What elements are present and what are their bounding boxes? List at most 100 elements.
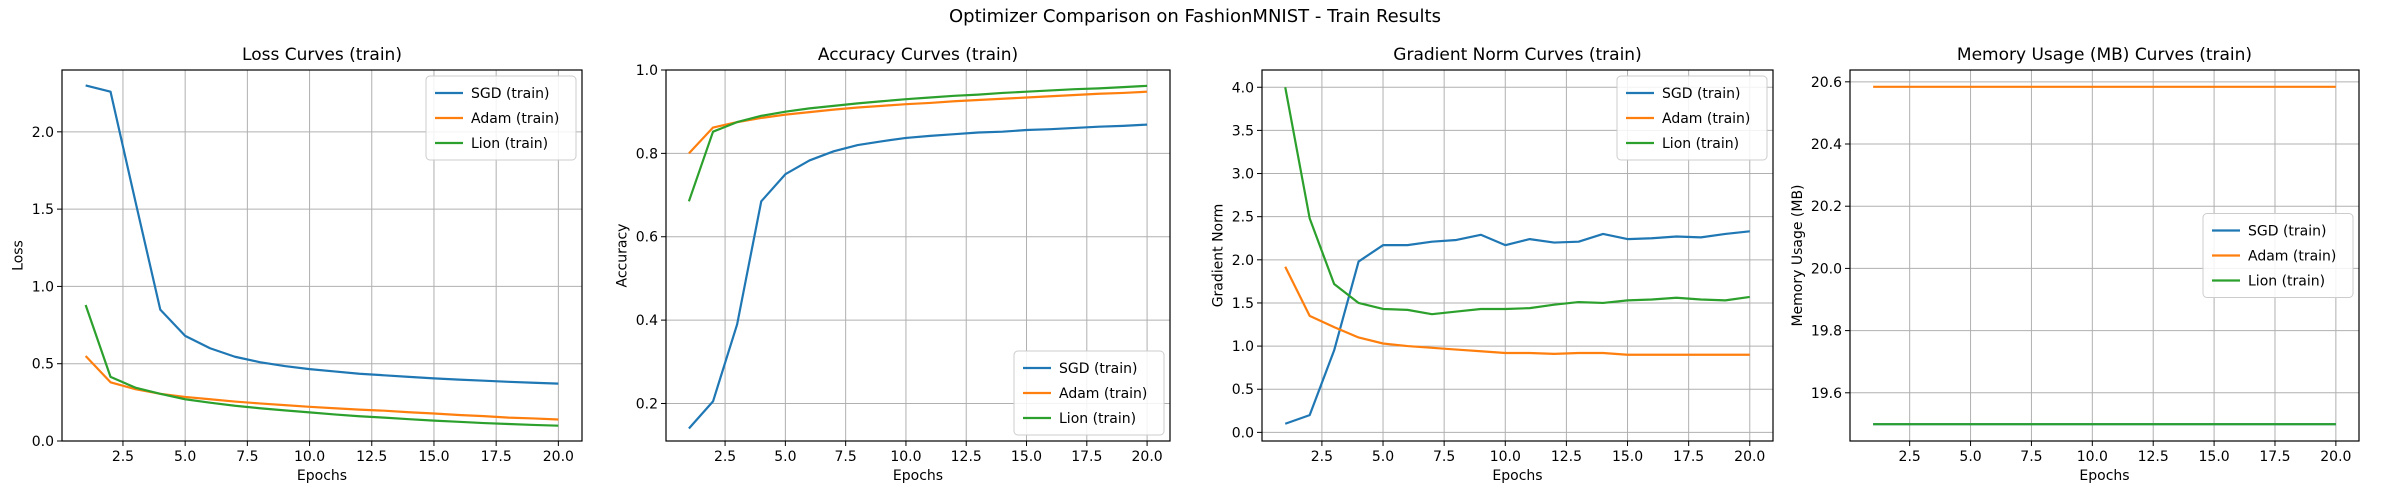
series-line-adam bbox=[1284, 266, 1750, 356]
series-line-sgd bbox=[85, 84, 559, 385]
x-axis-label: Epochs bbox=[893, 468, 943, 484]
x-tick-label: 10.0 bbox=[2077, 449, 2108, 465]
x-tick-label: 5.0 bbox=[774, 449, 796, 465]
legend: SGD (train) Adam (train) Lion (train) bbox=[1616, 75, 1768, 161]
chart-title: Loss Curves (train) bbox=[242, 45, 402, 65]
y-axis-label: Loss bbox=[11, 240, 27, 271]
y-tick-label: 0.8 bbox=[636, 146, 658, 162]
axes-frame bbox=[1261, 69, 1774, 442]
legend: SGD (train) Adam (train) Lion (train) bbox=[2202, 213, 2354, 298]
legend-box bbox=[425, 75, 577, 161]
x-tick-label: 12.5 bbox=[951, 449, 982, 465]
legend: SGD (train) Adam (train) Lion (train) bbox=[425, 75, 577, 161]
series-line-lion bbox=[1284, 87, 1750, 316]
legend-label: Lion (train) bbox=[2248, 274, 2325, 290]
legend-label: Adam (train) bbox=[1059, 386, 1147, 402]
legend-box bbox=[1616, 75, 1768, 161]
legend-label: Lion (train) bbox=[1662, 136, 1739, 152]
y-tick-label: 20.4 bbox=[1811, 137, 1842, 153]
series-line-lion bbox=[687, 84, 1148, 202]
x-tick-label: 15.0 bbox=[418, 449, 449, 465]
x-tick-label: 20.0 bbox=[1734, 449, 1765, 465]
legend-label: Adam (train) bbox=[2248, 249, 2336, 265]
legend-box bbox=[2202, 213, 2354, 298]
y-tick-label: 0.2 bbox=[636, 396, 658, 412]
axes-frame bbox=[1849, 69, 2360, 442]
y-tick-label: 0.5 bbox=[32, 357, 54, 373]
x-tick-label: 2.5 bbox=[714, 449, 736, 465]
y-tick-label: 1.0 bbox=[636, 63, 658, 79]
x-axis-label: Epochs bbox=[297, 468, 347, 484]
series-line-sgd bbox=[688, 123, 1148, 430]
x-tick-label: 17.5 bbox=[481, 449, 512, 465]
legend-label: SGD (train) bbox=[1662, 86, 1740, 102]
y-axis-label: Memory Usage (MB) bbox=[1790, 184, 1806, 326]
series-line-lion bbox=[84, 304, 559, 427]
x-tick-label: 5.0 bbox=[1959, 449, 1981, 465]
x-tick-label: 12.5 bbox=[356, 449, 387, 465]
x-tick-label: 7.5 bbox=[835, 449, 857, 465]
x-tick-label: 20.0 bbox=[1132, 449, 1163, 465]
legend-label: SGD (train) bbox=[2248, 224, 2326, 240]
y-tick-label: 1.0 bbox=[32, 279, 54, 295]
legend: SGD (train) Adam (train) Lion (train) bbox=[1013, 350, 1165, 436]
x-tick-label: 12.5 bbox=[1551, 449, 1582, 465]
series-line-sgd bbox=[1284, 230, 1750, 425]
chart-panel-4: 2.5 5.0 7.5 10.0 12.5 15.0 17.5 20.0 19.6 19.8 20.… bbox=[1790, 45, 2360, 484]
x-tick-label: 7.5 bbox=[236, 449, 258, 465]
y-tick-label: 0.5 bbox=[1232, 382, 1254, 398]
y-tick-label: 20.2 bbox=[1811, 199, 1842, 215]
legend-box bbox=[1013, 350, 1165, 436]
y-tick-label: 3.0 bbox=[1232, 167, 1254, 183]
axes-frame bbox=[665, 69, 1171, 442]
y-tick-label: 1.0 bbox=[1232, 339, 1254, 355]
x-axis-label: Epochs bbox=[2079, 468, 2129, 484]
y-tick-label: 1.5 bbox=[1232, 296, 1254, 312]
legend-label: Adam (train) bbox=[1662, 111, 1750, 127]
legend-label: SGD (train) bbox=[1059, 361, 1137, 377]
y-axis-label: Gradient Norm bbox=[1211, 204, 1227, 308]
x-tick-label: 20.0 bbox=[543, 449, 574, 465]
x-tick-label: 10.0 bbox=[1490, 449, 1521, 465]
x-tick-label: 15.0 bbox=[1612, 449, 1643, 465]
y-tick-label: 0.0 bbox=[32, 434, 54, 450]
chart-panel-2: 2.5 5.0 7.5 10.0 12.5 15.0 17.5 20.0 0.2 0.4 0.6 0.… bbox=[615, 45, 1171, 484]
chart-panel-3: 2.5 5.0 7.5 10.0 12.5 15.0 17.5 20.0 0.0 0.5 1.0 1.… bbox=[1211, 45, 1774, 484]
y-tick-label: 1.5 bbox=[32, 202, 54, 218]
y-tick-label: 2.0 bbox=[32, 125, 54, 141]
chart-panel-1: 2.5 5.0 7.5 10.0 12.5 15.0 17.5 20.0 0.0 0.5 1.0 1.… bbox=[11, 45, 583, 484]
y-tick-label: 0.4 bbox=[636, 313, 658, 329]
figure-title: Optimizer Comparison on FashionMNIST - T… bbox=[949, 6, 1441, 27]
y-axis-label: Accuracy bbox=[615, 224, 631, 288]
legend-label: Lion (train) bbox=[1059, 411, 1136, 427]
y-tick-label: 0.0 bbox=[1232, 425, 1254, 441]
x-tick-label: 2.5 bbox=[112, 449, 134, 465]
axes-frame bbox=[61, 69, 583, 442]
x-tick-label: 2.5 bbox=[1899, 449, 1921, 465]
legend-label: Adam (train) bbox=[471, 111, 559, 127]
legend-label: Lion (train) bbox=[471, 136, 548, 152]
x-tick-label: 17.5 bbox=[2259, 449, 2290, 465]
chart-title: Accuracy Curves (train) bbox=[818, 45, 1018, 65]
y-tick-label: 20.6 bbox=[1811, 75, 1842, 91]
x-tick-label: 5.0 bbox=[1372, 449, 1394, 465]
y-tick-label: 4.0 bbox=[1232, 80, 1254, 96]
x-tick-label: 10.0 bbox=[294, 449, 325, 465]
x-tick-label: 15.0 bbox=[2199, 449, 2230, 465]
x-tick-label: 20.0 bbox=[2320, 449, 2351, 465]
x-tick-label: 5.0 bbox=[174, 449, 196, 465]
x-tick-label: 7.5 bbox=[1433, 449, 1455, 465]
x-tick-label: 15.0 bbox=[1011, 449, 1042, 465]
series-line-adam bbox=[688, 90, 1148, 155]
x-tick-label: 17.5 bbox=[1673, 449, 1704, 465]
y-tick-label: 3.5 bbox=[1232, 123, 1254, 139]
y-tick-label: 0.6 bbox=[636, 230, 658, 246]
x-tick-label: 10.0 bbox=[890, 449, 921, 465]
y-tick-label: 19.6 bbox=[1811, 386, 1842, 402]
x-axis-label: Epochs bbox=[1492, 468, 1542, 484]
series-line-adam bbox=[84, 355, 559, 421]
legend-label: SGD (train) bbox=[471, 86, 549, 102]
chart-title: Memory Usage (MB) Curves (train) bbox=[1957, 45, 2252, 65]
y-tick-label: 19.8 bbox=[1811, 324, 1842, 340]
